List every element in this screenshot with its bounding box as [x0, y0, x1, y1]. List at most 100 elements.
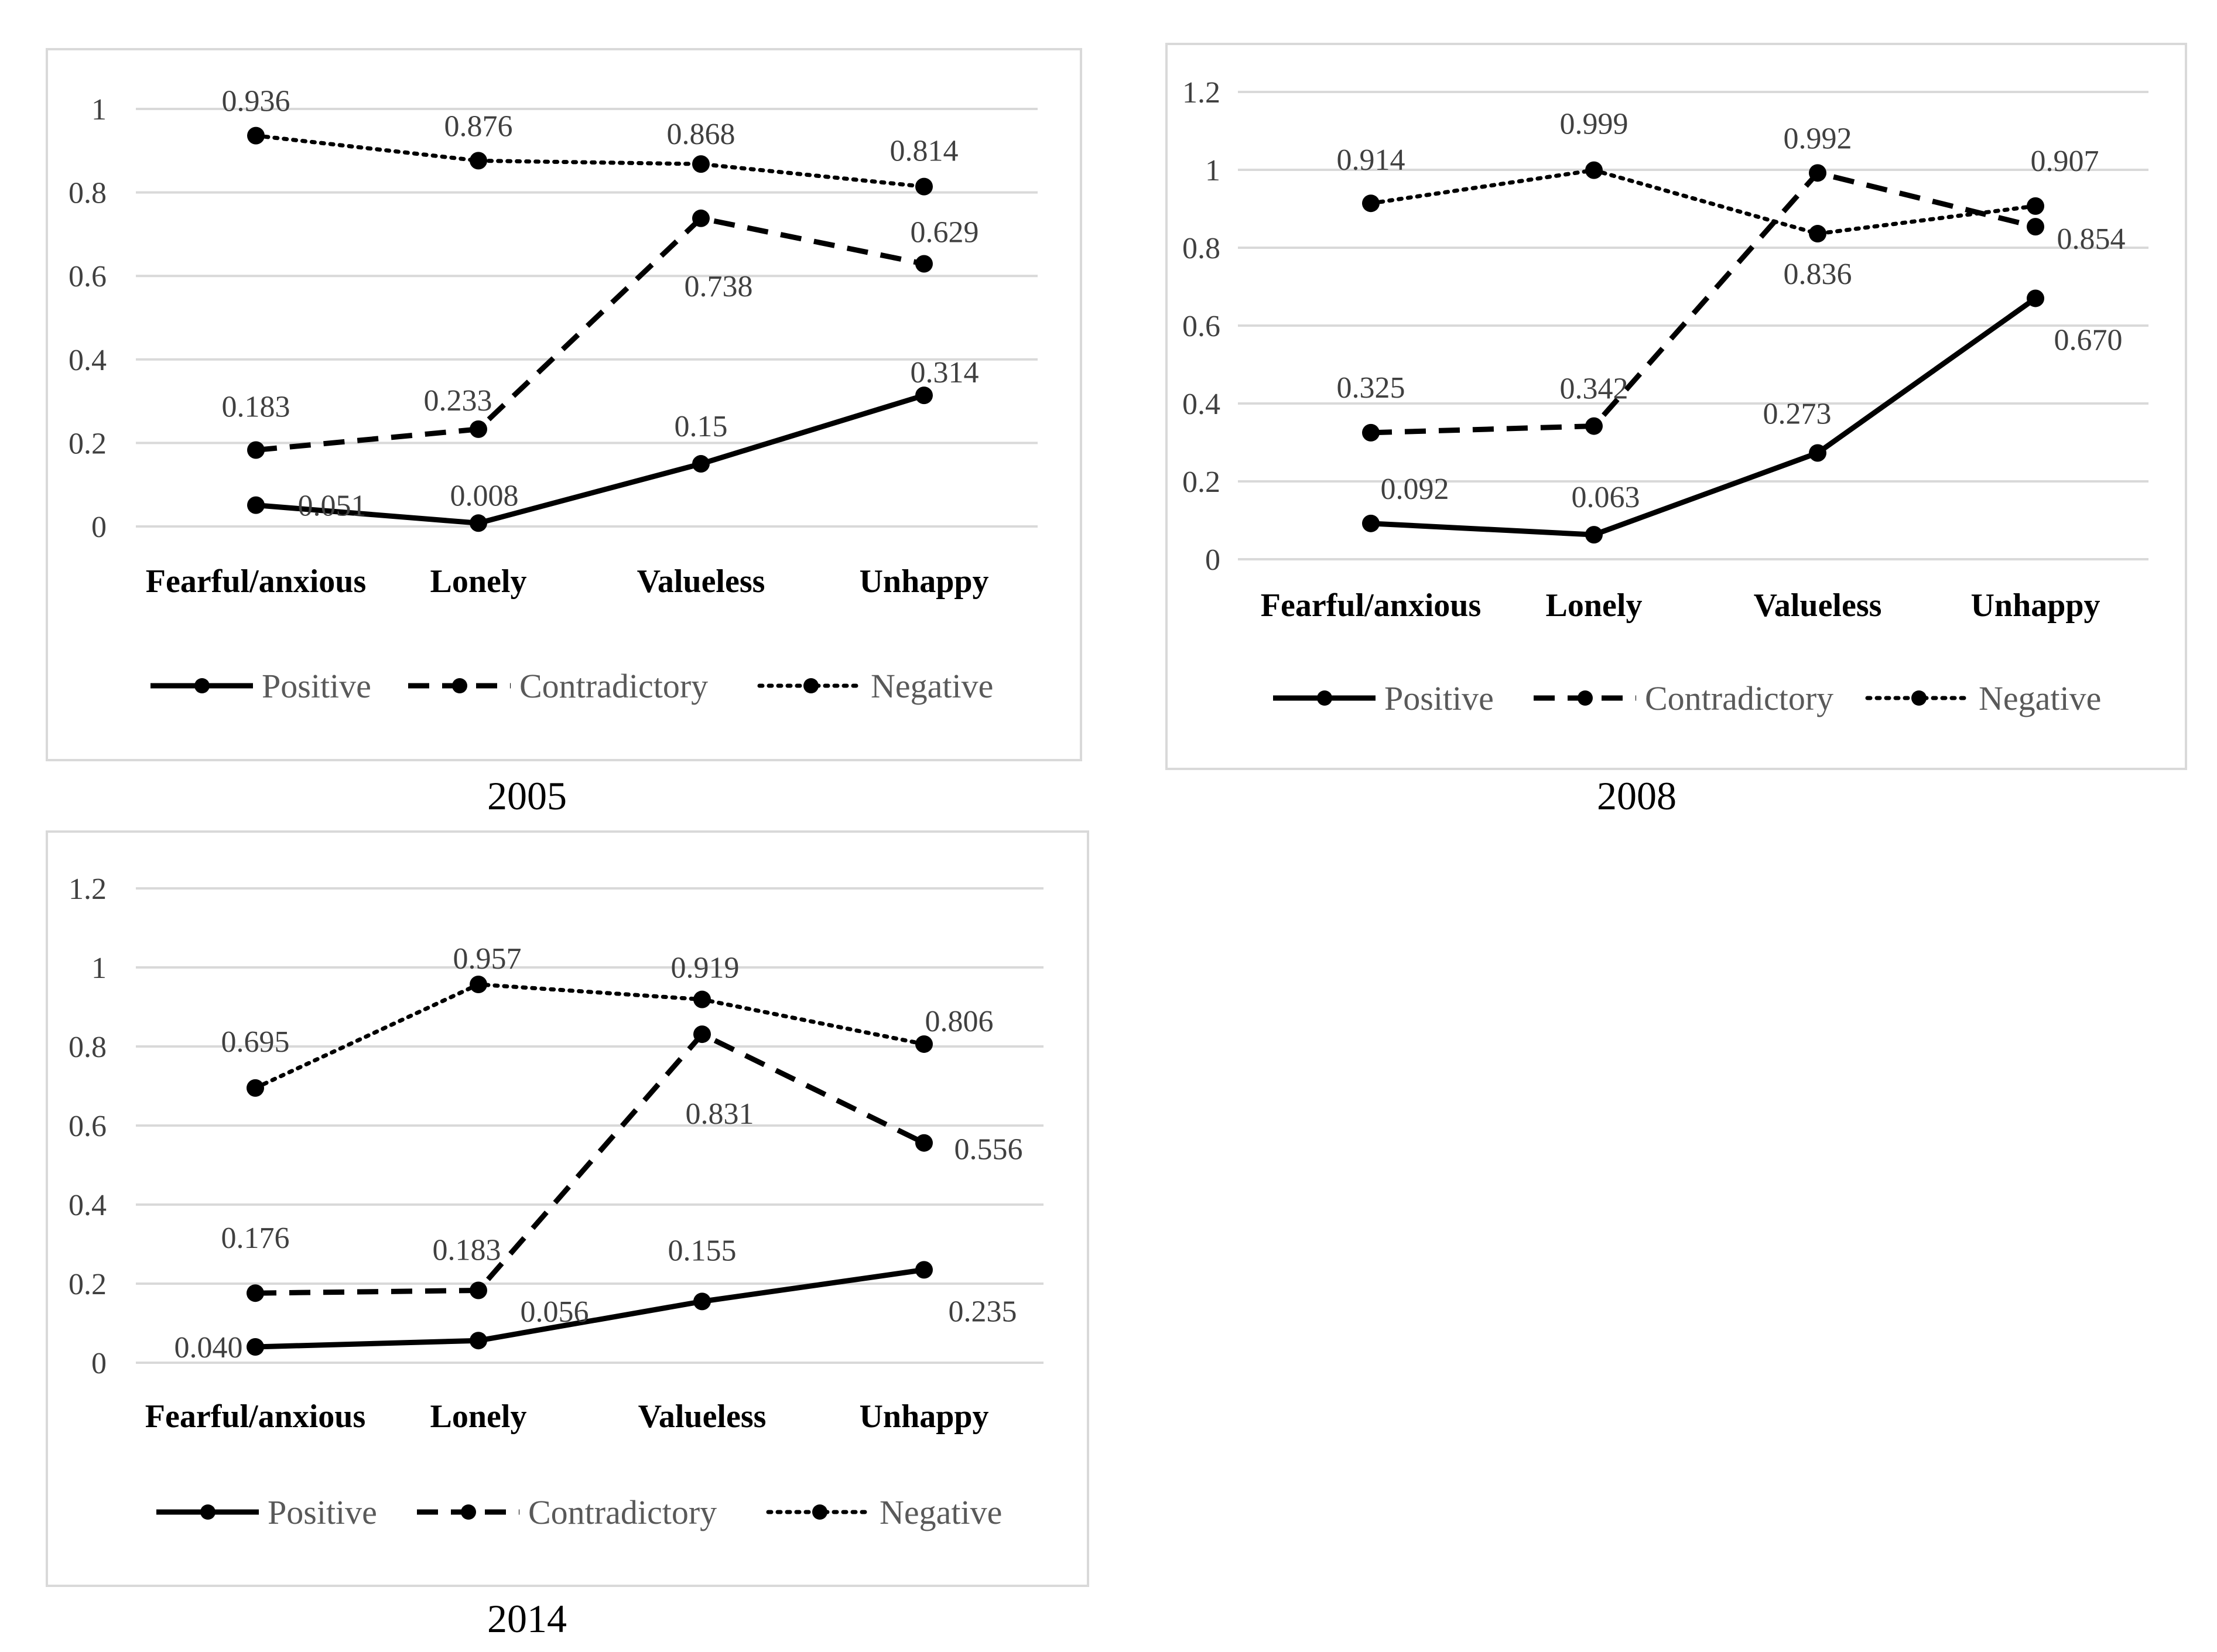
legend-label-negative: Negative: [1979, 679, 2101, 717]
data-point-negative: [1585, 161, 1603, 179]
y-tick-label: 1: [91, 93, 107, 126]
data-label-contradictory: 0.738: [685, 270, 753, 303]
data-label-contradictory: 0.831: [686, 1097, 754, 1131]
data-label-negative: 0.914: [1337, 143, 1405, 177]
data-point-contradictory: [1362, 423, 1380, 442]
data-label-positive: 0.155: [668, 1234, 737, 1267]
chart-svg-2005: 0 0.2 0.4 0.6 0.8 1 Fearful/anxious Lonely Value…: [69, 85, 1038, 705]
series-line-contradictory: [255, 216, 925, 453]
legend-label-contradictory: Contradictory: [528, 1493, 717, 1531]
legend-label-positive: Positive: [1384, 679, 1494, 717]
y-tick-label: 1: [91, 952, 107, 985]
x-category-label: Fearful/anxious: [145, 1398, 365, 1435]
y-tick-label: 0.2: [69, 1268, 107, 1301]
x-category-label: Lonely: [430, 563, 527, 600]
legend-marker-contradictory: [461, 1504, 476, 1520]
y-tick-label: 0.2: [69, 427, 107, 460]
data-point-positive: [1809, 444, 1826, 462]
data-label-positive: 0.314: [911, 356, 979, 389]
data-point-positive: [692, 455, 710, 473]
data-label-positive: 0.056: [521, 1295, 589, 1329]
x-category-label: Unhappy: [1970, 587, 2100, 624]
data-point-contradictory: [915, 255, 933, 273]
y-tick-label: 0.2: [1182, 466, 1220, 499]
legend-label-contradictory: Contradictory: [1645, 679, 1833, 717]
data-label-contradictory: 0.325: [1337, 371, 1405, 405]
data-point-negative: [1362, 194, 1380, 213]
data-point-contradictory: [692, 209, 710, 227]
y-tick-label: 0: [91, 1347, 107, 1380]
x-category-label: Lonely: [430, 1398, 527, 1435]
series-line-contradictory: [1370, 170, 2037, 436]
legend-marker-positive: [194, 678, 210, 693]
data-label-contradictory: 0.854: [2057, 223, 2126, 256]
data-point-negative: [470, 976, 487, 994]
data-label-positive: 0.008: [450, 479, 519, 512]
data-point-negative: [247, 1079, 264, 1097]
y-tick-label: 0.6: [1182, 310, 1220, 343]
y-tick-label: 0.6: [69, 1110, 107, 1143]
data-point-positive: [470, 1332, 487, 1350]
data-point-contradictory: [693, 1025, 711, 1044]
series-line-negative: [254, 134, 926, 189]
series-line-negative: [1368, 168, 2038, 236]
data-label-contradictory: 0.183: [222, 391, 290, 424]
data-point-positive: [915, 387, 933, 405]
chart-panel-2008: 0 0.2 0.4 0.6 0.8 1 1.2 Fearful/anxious Lonely Va…: [1165, 43, 2187, 770]
data-point-positive: [915, 1261, 933, 1279]
x-category-label: Fearful/anxious: [146, 563, 366, 600]
x-category-label: Unhappy: [859, 563, 988, 600]
chart-caption-2014: 2014: [487, 1596, 567, 1641]
y-tick-label: 0.4: [69, 344, 107, 377]
legend-marker-negative: [812, 1504, 827, 1520]
y-tick-label: 0.6: [69, 260, 107, 293]
legend-marker-negative: [803, 678, 819, 693]
y-tick-label: 0: [91, 511, 107, 544]
data-label-positive: 0.273: [1763, 397, 1832, 430]
y-tick-label: 1.2: [69, 873, 107, 906]
y-tick-label: 1.2: [1182, 76, 1220, 110]
data-point-negative: [247, 126, 265, 145]
data-point-negative: [1809, 225, 1826, 243]
data-point-contradictory: [1809, 164, 1826, 182]
legend-marker-positive: [1317, 690, 1332, 706]
legend-label-positive: Positive: [262, 667, 371, 705]
x-category-label: Fearful/anxious: [1261, 587, 1481, 624]
legend-label-negative: Negative: [880, 1493, 1002, 1531]
data-point-contradictory: [1585, 417, 1603, 435]
data-point-contradictory: [247, 1284, 264, 1302]
data-label-negative: 0.868: [667, 118, 735, 151]
data-point-positive: [2027, 289, 2044, 307]
x-category-label: Lonely: [1546, 587, 1643, 624]
data-label-contradictory: 0.629: [911, 216, 979, 249]
data-point-positive: [247, 496, 265, 514]
data-point-negative: [2027, 197, 2044, 215]
data-label-positive: 0.040: [175, 1331, 243, 1364]
legend-label-positive: Positive: [268, 1493, 377, 1531]
series-line-positive: [255, 392, 925, 526]
legend-label-contradictory: Contradictory: [519, 667, 708, 705]
data-point-negative: [915, 177, 933, 196]
data-label-negative: 0.957: [453, 942, 522, 976]
data-point-positive: [247, 1338, 264, 1356]
series-line-negative: [253, 982, 926, 1090]
data-label-negative: 0.907: [2031, 145, 2099, 178]
y-tick-label: 0.4: [69, 1189, 107, 1222]
legend-marker-contradictory: [1578, 690, 1593, 706]
data-label-contradictory: 0.992: [1784, 122, 1852, 155]
data-label-contradictory: 0.556: [954, 1133, 1023, 1167]
x-category-label: Valueless: [1754, 587, 1882, 624]
data-point-negative: [470, 152, 487, 170]
data-label-positive: 0.15: [675, 410, 728, 443]
series-line-positive: [1370, 296, 2037, 538]
data-label-negative: 0.919: [671, 952, 740, 985]
data-label-negative: 0.695: [221, 1025, 290, 1059]
data-point-negative: [693, 990, 711, 1008]
data-point-contradictory: [470, 420, 487, 438]
data-label-positive: 0.235: [949, 1295, 1017, 1328]
data-label-contradictory: 0.233: [424, 384, 492, 418]
y-tick-label: 0.8: [69, 1031, 107, 1064]
chart-svg-2014: 0 0.2 0.4 0.6 0.8 1 1.2 Fearful/anxious Lonely Va…: [69, 873, 1044, 1531]
data-point-positive: [693, 1292, 711, 1311]
data-label-contradictory: 0.342: [1560, 372, 1628, 406]
